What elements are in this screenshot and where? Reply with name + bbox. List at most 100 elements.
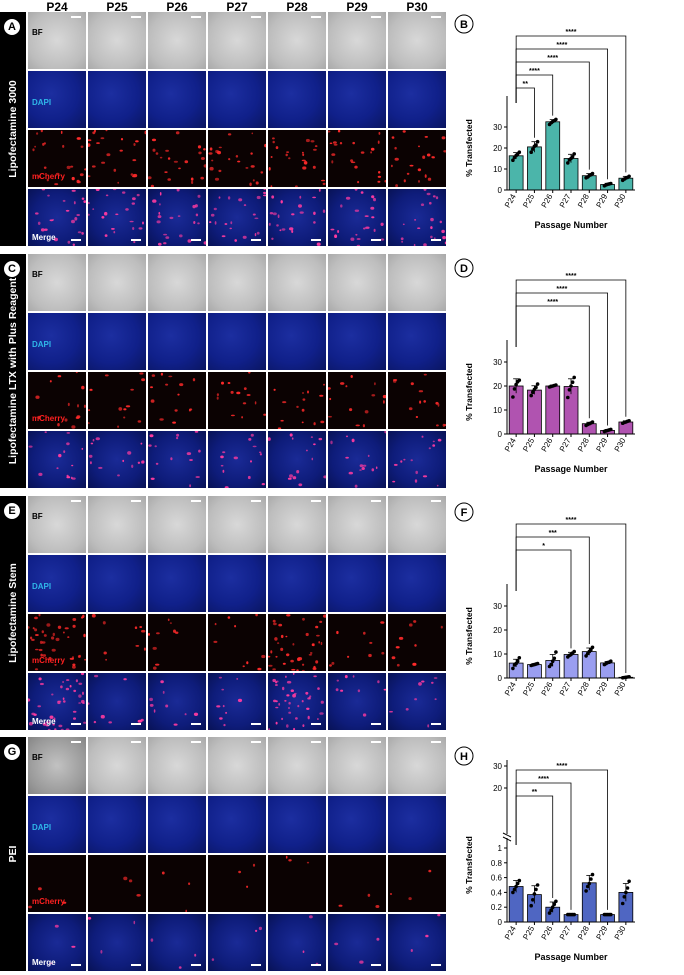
dapi-image-tile [148, 555, 206, 612]
fluorescence-spots [28, 887, 67, 909]
mcherry-image-tile: mCherry [28, 372, 86, 429]
y-tick-label: 0 [498, 918, 503, 927]
bf-image-tile [388, 496, 446, 553]
data-point [512, 887, 517, 892]
data-point [554, 117, 558, 122]
x-tick-label: P24 [503, 436, 518, 453]
bar [508, 385, 524, 435]
mcherry-image-tile [88, 614, 146, 671]
merge-image-tile [88, 189, 146, 246]
merge-row-label: Merge [32, 717, 56, 726]
chart-letter-badge: F [454, 502, 474, 522]
data-point [585, 884, 590, 889]
scale-bar [311, 500, 321, 502]
mcherry-image-tile: mCherry [28, 855, 86, 912]
data-point [550, 905, 555, 909]
data-point [511, 666, 515, 671]
fluorescence-spots [35, 372, 86, 429]
y-tick-label: 0.2 [491, 903, 503, 912]
data-point [572, 375, 576, 380]
merge-image-tile [268, 431, 326, 488]
fluorescence-spots [148, 431, 201, 488]
fluorescence-spots [268, 433, 326, 487]
data-point [529, 903, 533, 908]
y-axis-title: % Transfected [464, 363, 474, 421]
significance-label: **** [556, 42, 567, 49]
chart-letter: B [460, 19, 468, 31]
y-tick-label: 30 [493, 358, 502, 367]
bar [527, 146, 542, 191]
scale-bar [71, 239, 81, 241]
x-tick-label: P29 [594, 680, 609, 697]
chart-letter: F [461, 507, 468, 519]
scale-bar [251, 16, 261, 18]
scale-bar [251, 239, 261, 241]
panel-letter-badge: G [3, 743, 21, 761]
dapi-image-tile [88, 71, 146, 128]
scale-bar [311, 239, 321, 241]
fluorescence-spots [391, 130, 446, 187]
merge-row-label: Merge [32, 233, 56, 242]
fluorescence-spots [268, 614, 326, 671]
y-tick-label: 30 [493, 602, 502, 611]
x-tick-label: P27 [558, 436, 573, 453]
x-tick-label: P26 [540, 436, 555, 453]
bf-row-label: BF [32, 270, 43, 279]
fluorescence-spots [268, 673, 324, 730]
fluorescence-spots [91, 614, 146, 661]
data-point [511, 395, 515, 399]
y-tick-label: 0.8 [491, 859, 503, 868]
panel-title: PEI [7, 845, 19, 863]
merge-image-tile [328, 431, 386, 488]
data-point [517, 878, 522, 883]
mcherry-image-tile [388, 855, 446, 912]
mcherry-image-tile [208, 372, 266, 429]
y-tick-label: 30 [493, 123, 502, 132]
scale-bar [371, 741, 381, 743]
bf-image-tile [268, 12, 326, 69]
data-point [589, 877, 593, 881]
x-tick-label: P24 [503, 924, 518, 941]
data-point [517, 378, 522, 382]
bf-image-tile [208, 254, 266, 311]
mcherry-image-tile [268, 855, 326, 912]
significance-bracket [515, 523, 627, 674]
mcherry-image-tile [88, 130, 146, 187]
fluorescence-spots [88, 372, 146, 428]
column-label: P29 [346, 0, 368, 14]
y-tick-label: 20 [493, 144, 502, 153]
merge-image-tile [148, 189, 206, 246]
data-point [535, 382, 540, 386]
y-tick-label: 0.4 [491, 888, 503, 897]
fluorescence-spots [88, 189, 144, 244]
data-point [511, 890, 515, 895]
merge-image-tile [208, 431, 266, 488]
data-point [547, 911, 552, 915]
scale-bar [431, 723, 441, 725]
scale-bar [251, 500, 261, 502]
panel-letter-badge: A [3, 18, 21, 36]
fluorescence-spots [335, 675, 386, 717]
dapi-image-tile [208, 796, 266, 853]
merge-image-tile [388, 914, 446, 971]
dapi-image-tile [148, 796, 206, 853]
x-tick-label: P26 [540, 192, 555, 209]
fluorescence-spots [32, 130, 86, 186]
mcherry-image-tile [208, 614, 266, 671]
x-tick-label: P27 [558, 680, 573, 697]
data-point [511, 158, 515, 162]
scale-bar [371, 16, 381, 18]
data-point [590, 872, 595, 877]
data-point [512, 387, 517, 391]
bf-image-tile [148, 12, 206, 69]
mcherry-image-tile [148, 855, 206, 912]
scale-bar [371, 500, 381, 502]
data-point [590, 420, 595, 424]
merge-image-tile [328, 673, 386, 730]
bf-row-label: BF [32, 512, 43, 521]
scale-bar [71, 16, 81, 18]
x-tick-label: P24 [503, 192, 518, 209]
bar [527, 664, 542, 679]
fluorescence-spots [390, 869, 432, 901]
x-tick-label: P26 [540, 680, 555, 697]
